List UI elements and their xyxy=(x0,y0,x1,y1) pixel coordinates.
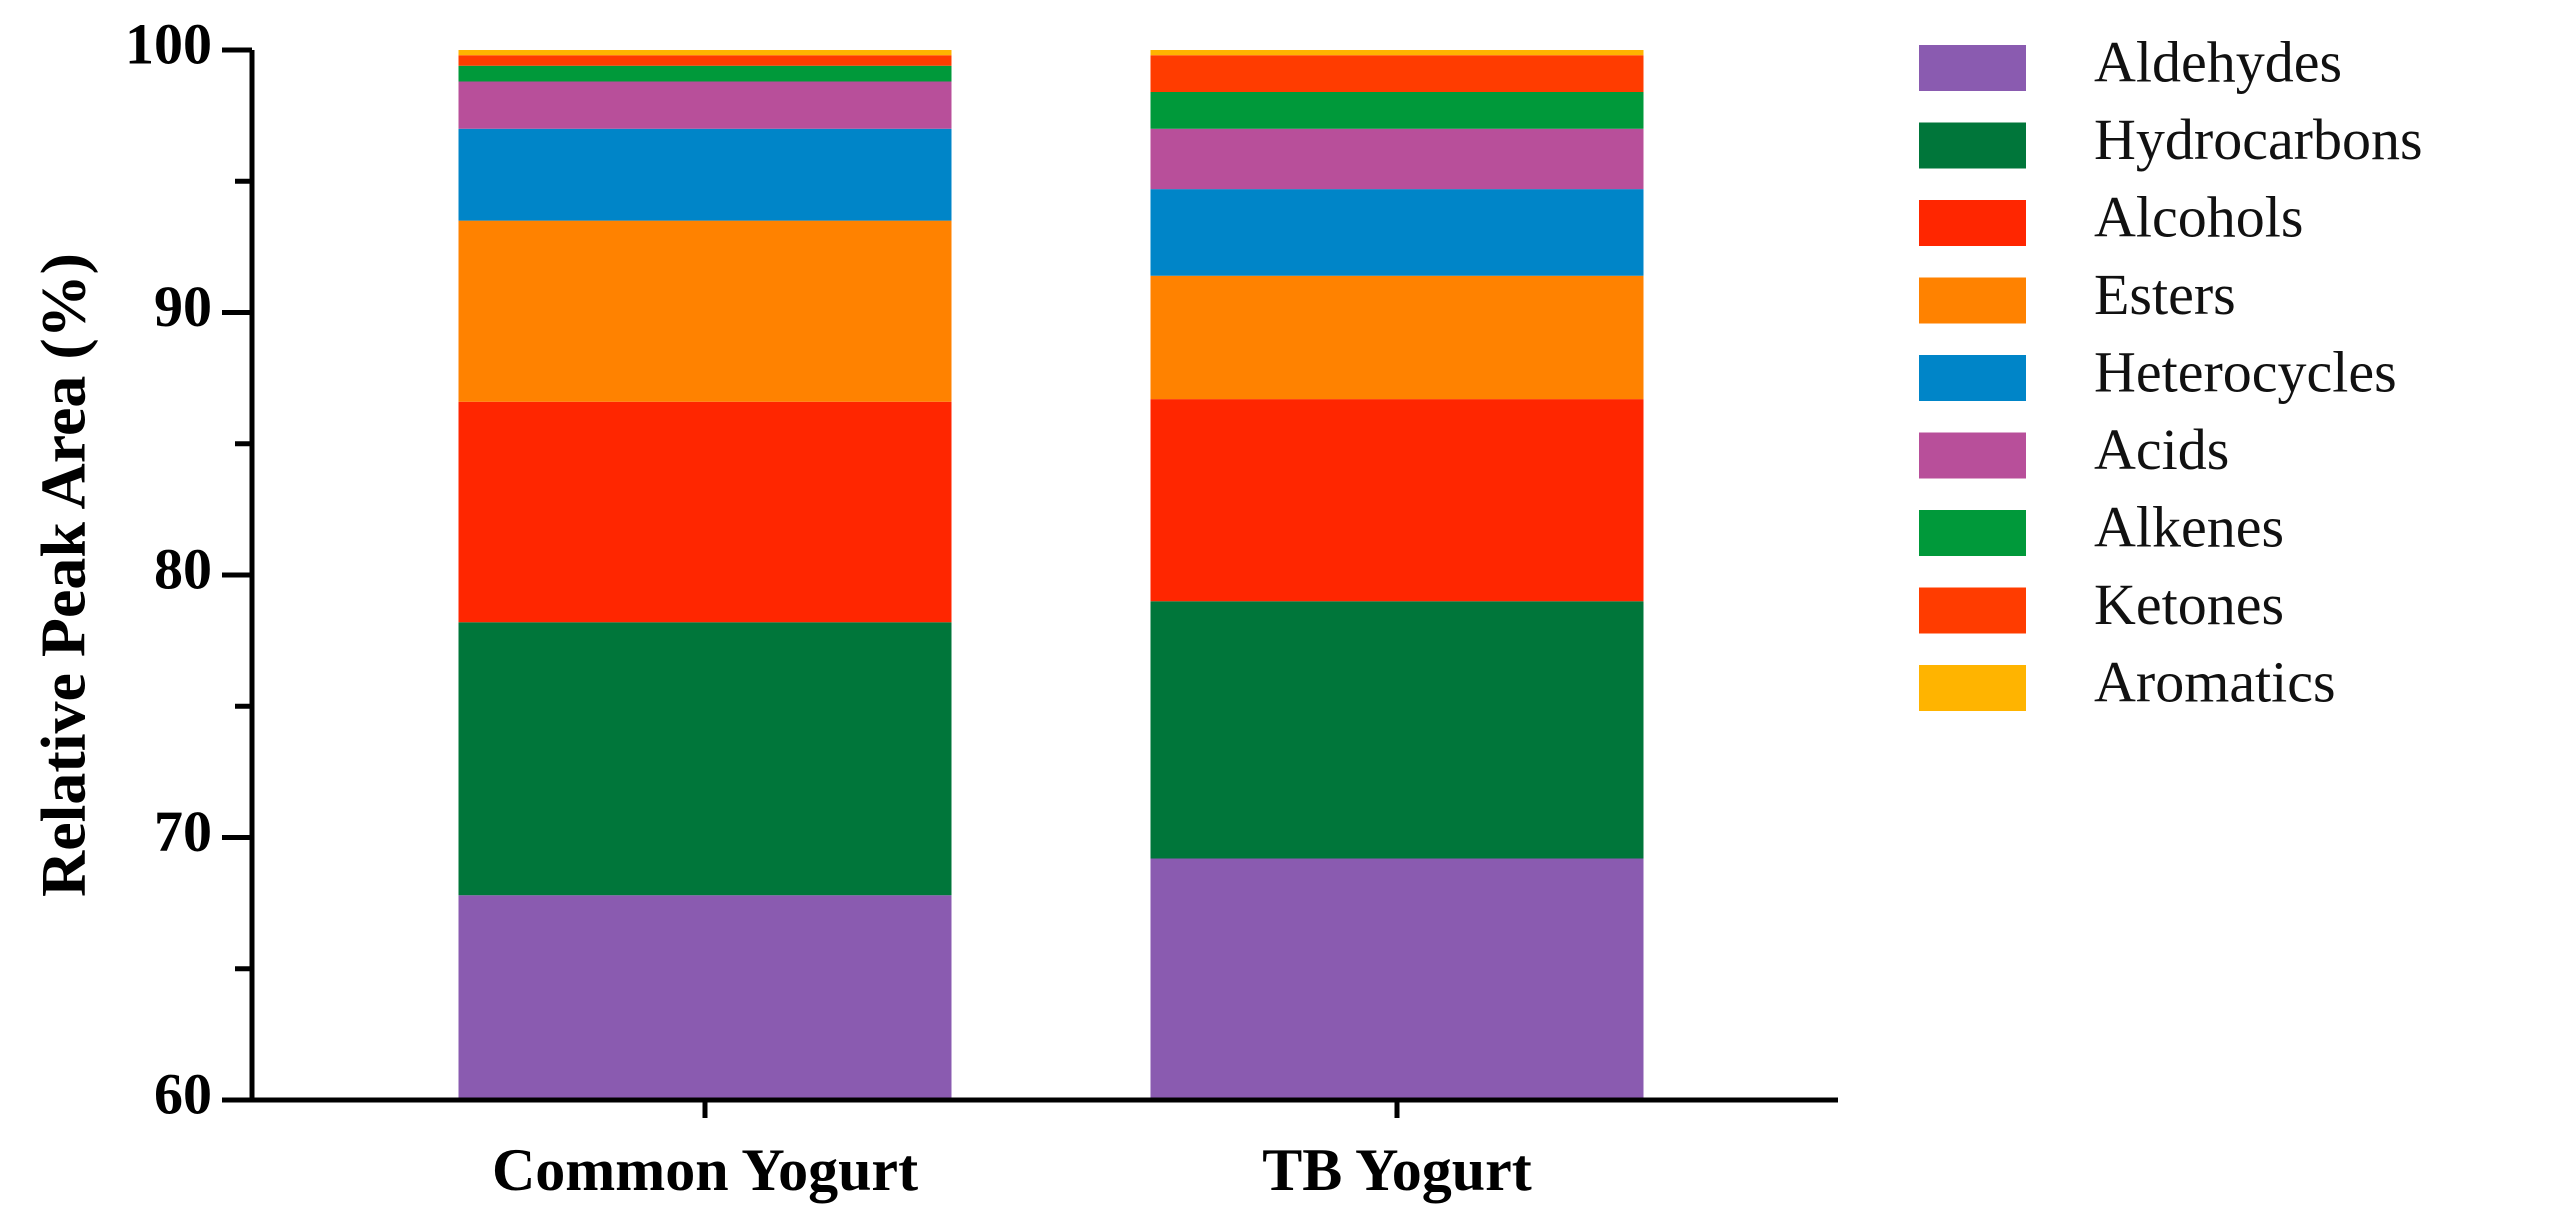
legend: Aldehydes Hydrocarbons Alcohols Esters Heter… xyxy=(1919,29,2423,714)
legend-swatch-heterocycles xyxy=(1919,355,2026,401)
legend-swatch-esters xyxy=(1919,277,2026,324)
legend-swatch-ketones xyxy=(1919,587,2026,634)
bar-segment-alkenes-common xyxy=(458,65,952,82)
legend-label-hydrocarbons: Hydrocarbons xyxy=(2094,107,2423,172)
y-tick-label: 70 xyxy=(154,799,212,864)
x-category-label: TB Yogurt xyxy=(1262,1137,1531,1203)
bar-segment-aromatics-common xyxy=(458,50,952,56)
y-ticks-group: 60 70 80 90 100 xyxy=(125,11,252,1126)
y-tick-label: 60 xyxy=(154,1061,212,1126)
bar-segment-heterocycles-common xyxy=(458,128,952,221)
bar-segment-ketones-common xyxy=(458,55,952,66)
bar-segment-acids-tb xyxy=(1150,128,1644,190)
bar-segment-esters-common xyxy=(458,220,952,402)
bar-segment-aldehydes-common xyxy=(458,895,952,1100)
legend-label-aromatics: Aromatics xyxy=(2094,649,2336,714)
legend-label-alcohols: Alcohols xyxy=(2094,184,2303,249)
legend-label-ketones: Ketones xyxy=(2094,572,2284,637)
bar-segment-heterocycles-tb xyxy=(1150,189,1644,276)
bar-segment-hydrocarbons-tb xyxy=(1150,601,1644,859)
y-axis-title: Relative Peak Area (%) xyxy=(28,253,99,897)
legend-label-heterocycles: Heterocycles xyxy=(2094,339,2397,404)
legend-swatch-aldehydes xyxy=(1919,45,2026,91)
legend-swatch-alkenes xyxy=(1919,510,2026,556)
bar-segment-alkenes-tb xyxy=(1150,92,1644,129)
bars-group xyxy=(458,50,1644,1100)
bar-segment-aldehydes-tb xyxy=(1150,858,1644,1100)
legend-label-esters: Esters xyxy=(2094,262,2236,327)
legend-label-acids: Acids xyxy=(2094,417,2229,482)
bar-segment-aromatics-tb xyxy=(1150,50,1644,56)
legend-swatch-alcohols xyxy=(1919,200,2026,246)
bar-segment-acids-common xyxy=(458,81,952,129)
y-tick-label: 90 xyxy=(154,274,212,339)
x-ticks-group: Common Yogurt TB Yogurt xyxy=(492,1100,1532,1203)
legend-swatch-acids xyxy=(1919,432,2026,479)
x-category-label: Common Yogurt xyxy=(492,1137,918,1203)
legend-label-aldehydes: Aldehydes xyxy=(2094,29,2342,94)
bar-segment-esters-tb xyxy=(1150,275,1644,400)
bar-segment-alcohols-common xyxy=(458,401,952,623)
legend-label-alkenes: Alkenes xyxy=(2094,494,2284,559)
bar-segment-hydrocarbons-common xyxy=(458,622,952,896)
y-tick-label: 100 xyxy=(125,11,212,76)
y-tick-label: 80 xyxy=(154,536,212,601)
bar-segment-ketones-tb xyxy=(1150,55,1644,92)
legend-swatch-aromatics xyxy=(1919,665,2026,711)
legend-swatch-hydrocarbons xyxy=(1919,122,2026,169)
bar-segment-alcohols-tb xyxy=(1150,399,1644,602)
